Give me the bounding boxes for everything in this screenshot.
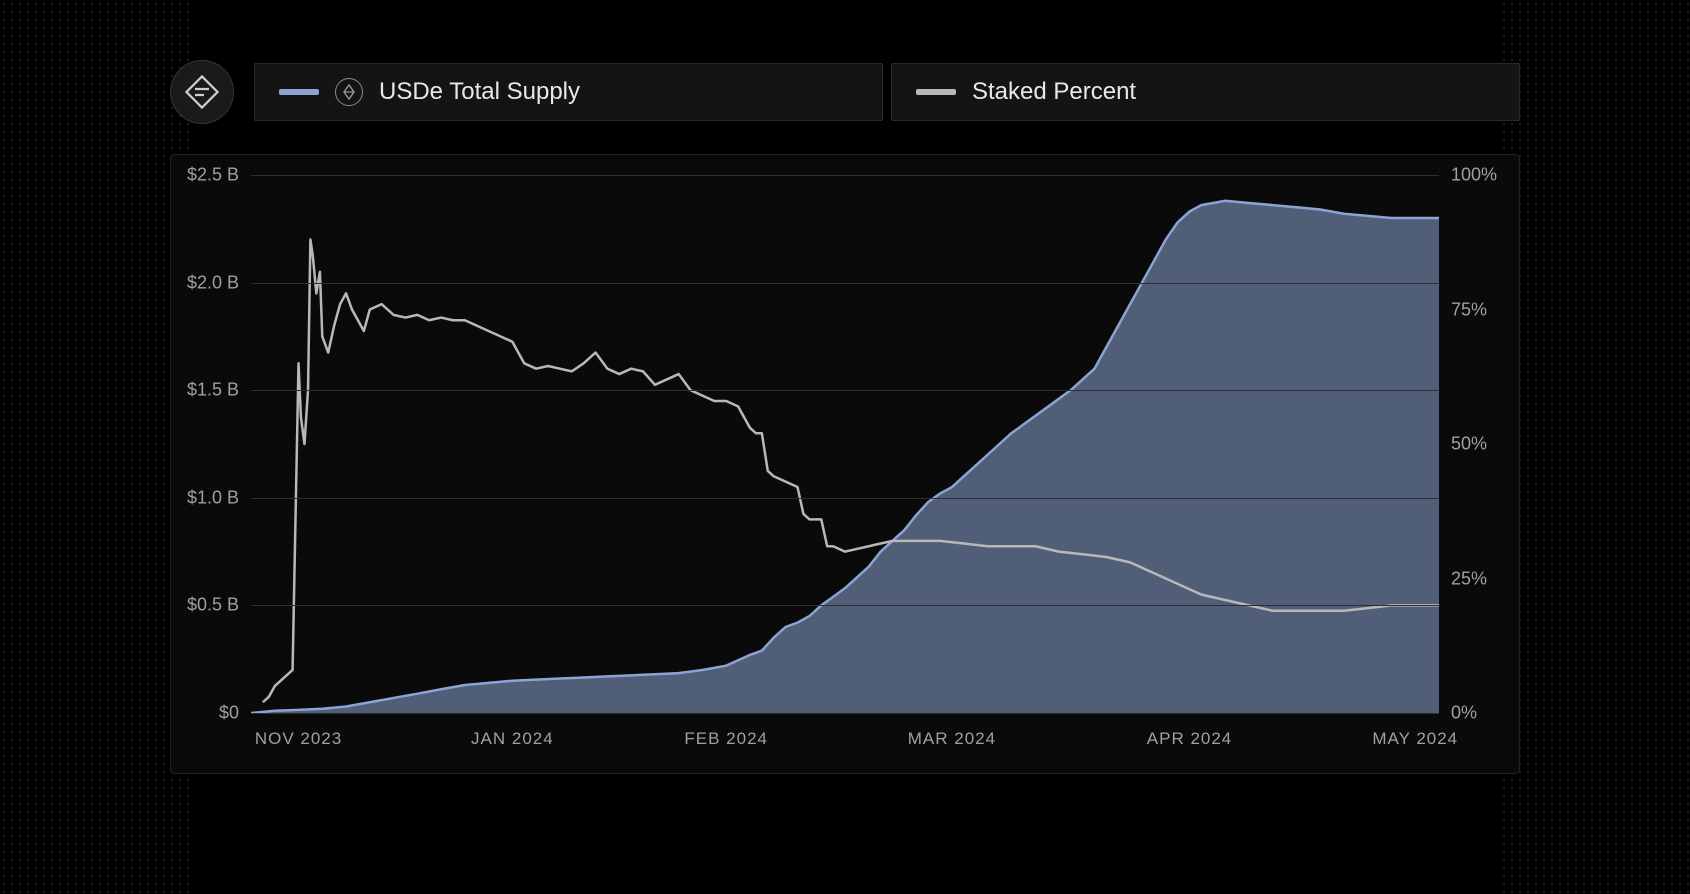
gridline (251, 390, 1439, 391)
x-axis-label: JAN 2024 (471, 729, 554, 749)
y-axis-left-label: $0 (219, 703, 239, 724)
x-axis-label: FEB 2024 (684, 729, 768, 749)
gridline (251, 713, 1439, 714)
y-axis-right-label: 25% (1451, 568, 1487, 589)
gridline (251, 498, 1439, 499)
gridline (251, 605, 1439, 606)
y-axis-right-label: 50% (1451, 434, 1487, 455)
y-axis-left-label: $1.5 B (187, 380, 239, 401)
y-axis-left-label: $2.5 B (187, 165, 239, 186)
x-axis-label: MAR 2024 (908, 729, 996, 749)
supply-area (251, 201, 1439, 713)
chart-plot-area: $0$0.5 B$1.0 B$1.5 B$2.0 B$2.5 B0%25%50%… (251, 175, 1439, 713)
chart-panel: $0 $0.5 B $1.0 B $1.5 B $2.0 B $2.5 B 0% 25% 50%… (170, 154, 1520, 774)
decorative-dots-left (0, 0, 190, 894)
legend-label-supply: USDe Total Supply (379, 78, 580, 106)
chart-svg (251, 175, 1439, 713)
x-axis-label: NOV 2023 (255, 729, 342, 749)
gridline (251, 175, 1439, 176)
x-axis-label: MAY 2024 (1372, 729, 1458, 749)
y-axis-right-label: 100% (1451, 165, 1497, 186)
y-axis-left-label: $2.0 B (187, 272, 239, 293)
header: USDe Total Supply Staked Percent (170, 60, 1520, 124)
legend-swatch-supply (279, 89, 319, 95)
decorative-dots-right (1500, 0, 1690, 894)
y-axis-right-label: 0% (1451, 703, 1477, 724)
x-axis-label: APR 2024 (1147, 729, 1233, 749)
legend: USDe Total Supply Staked Percent (254, 63, 1520, 121)
y-axis-left-label: $1.0 B (187, 487, 239, 508)
y-axis-left-label: $0.5 B (187, 595, 239, 616)
y-axis-right-label: 75% (1451, 299, 1487, 320)
legend-item-supply: USDe Total Supply (254, 63, 883, 121)
usde-token-icon (335, 78, 363, 106)
ethena-logo-icon (170, 60, 234, 124)
gridline (251, 283, 1439, 284)
legend-swatch-staked (916, 89, 956, 95)
chart-container: USDe Total Supply Staked Percent $0 $0.5 … (170, 60, 1520, 834)
legend-item-staked: Staked Percent (891, 63, 1520, 121)
legend-label-staked: Staked Percent (972, 78, 1136, 106)
